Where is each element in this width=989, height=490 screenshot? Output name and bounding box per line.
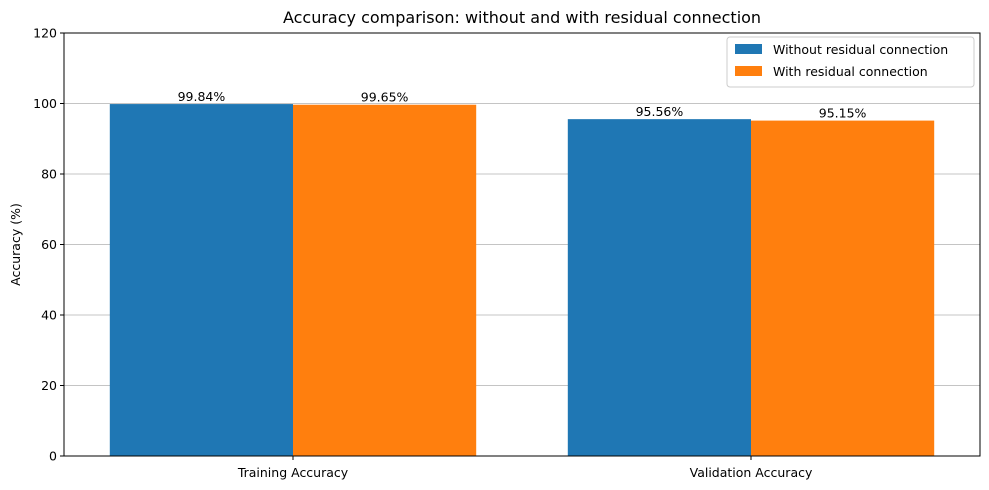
y-tick-label: 40: [41, 308, 57, 323]
y-tick-label: 100: [33, 96, 57, 111]
y-axis-ticks: 0 20 40 60 80 100 120: [33, 26, 64, 464]
legend-frame: [726, 36, 975, 88]
legend-swatch-without-residual: [735, 44, 762, 54]
y-tick-label: 120: [33, 26, 57, 41]
y-tick-label: 0: [49, 449, 57, 464]
bar-value-labels: 99.84% 99.65% 95.56% 95.15%: [178, 89, 867, 121]
y-axis-label: Accuracy (%): [8, 203, 23, 286]
legend-swatch-with-residual: [735, 66, 762, 76]
y-tick-label: 80: [41, 167, 57, 182]
bar-without-residual: [109, 104, 293, 457]
bar-value-label: 99.65%: [361, 90, 409, 105]
bars: [109, 104, 935, 457]
legend-label-with-residual: With residual connection: [773, 64, 928, 79]
y-tick-label: 60: [41, 237, 57, 252]
x-tick-label: Training Accuracy: [237, 465, 349, 480]
x-tick-label: Validation Accuracy: [690, 465, 813, 480]
bar-value-label: 99.84%: [178, 89, 226, 104]
bar-with-residual: [751, 120, 935, 456]
legend: Without residual connection With residua…: [726, 36, 975, 88]
legend-label-without-residual: Without residual connection: [773, 42, 948, 57]
bar-without-residual: [567, 119, 751, 456]
bar-with-residual: [293, 104, 477, 456]
x-axis-ticks: Training Accuracy Validation Accuracy: [237, 456, 813, 480]
chart-title: Accuracy comparison: without and with re…: [283, 8, 761, 27]
bar-value-label: 95.56%: [636, 104, 684, 119]
bar-value-label: 95.15%: [819, 106, 867, 121]
y-tick-label: 20: [41, 378, 57, 393]
